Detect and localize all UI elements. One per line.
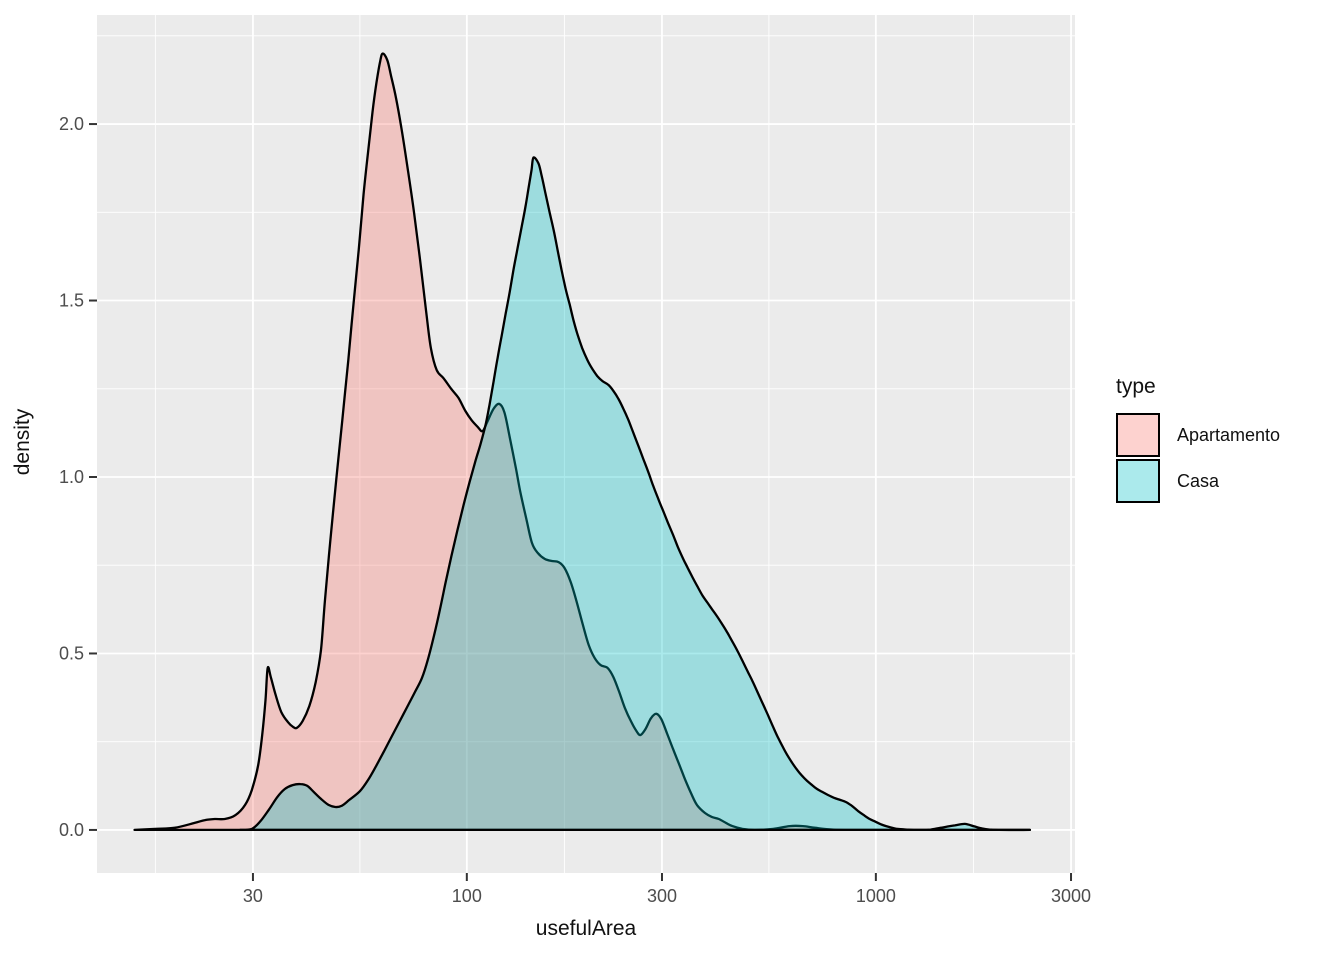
legend-label-apartamento: Apartamento: [1177, 424, 1281, 445]
legend-label-casa: Casa: [1177, 470, 1220, 491]
legend: type Apartamento Casa: [1116, 375, 1280, 505]
y-axis-title: density: [11, 408, 34, 476]
svg-text:30: 30: [243, 886, 263, 906]
minor-gridlines: [97, 15, 1075, 873]
svg-text:300: 300: [647, 886, 677, 906]
legend-title: type: [1116, 375, 1156, 398]
y-tick-labels: 0.0 0.5 1.0 1.5 2.0: [59, 114, 84, 840]
svg-text:1.5: 1.5: [59, 291, 84, 311]
svg-text:3000: 3000: [1051, 886, 1091, 906]
svg-text:100: 100: [452, 886, 482, 906]
x-tick-labels: 30 100 300 1000 3000: [243, 886, 1091, 906]
legend-swatch-apartamento-icon: [1116, 413, 1160, 457]
plot-panel: [97, 15, 1075, 873]
svg-text:1.0: 1.0: [59, 467, 84, 487]
svg-text:2.0: 2.0: [59, 114, 84, 134]
svg-text:0.5: 0.5: [59, 643, 84, 663]
x-axis-title: usefulArea: [535, 917, 637, 940]
density-area-apartamento: [133, 52, 1032, 832]
svg-text:0.0: 0.0: [59, 820, 84, 840]
legend-swatch-casa-icon: [1116, 459, 1160, 503]
legend-item-apartamento: Apartamento: [1116, 413, 1280, 457]
legend-swatch-fill-apartamento: [1118, 415, 1158, 455]
svg-text:1000: 1000: [856, 886, 896, 906]
legend-swatch-fill-casa: [1118, 461, 1158, 501]
axis-ticks: [89, 123, 1073, 881]
legend-item-casa: Casa: [1116, 459, 1280, 503]
density-area-casa: [238, 156, 1032, 832]
